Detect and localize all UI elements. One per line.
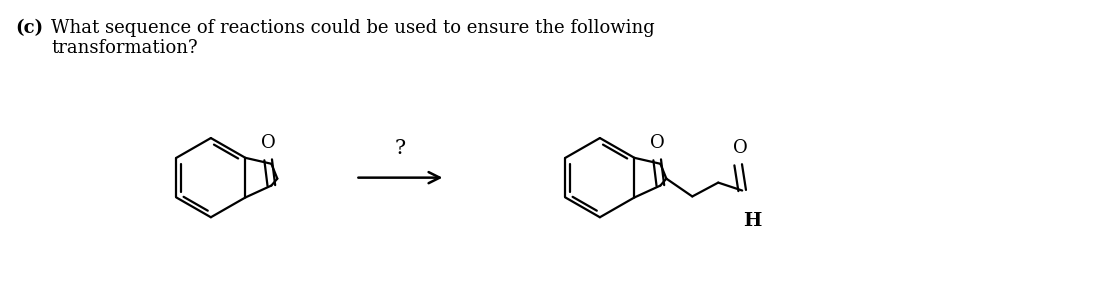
Text: transformation?: transformation? bbox=[51, 39, 198, 57]
Text: ?: ? bbox=[394, 139, 405, 158]
Text: O: O bbox=[261, 134, 275, 152]
Text: O: O bbox=[733, 139, 747, 157]
Text: (c): (c) bbox=[16, 19, 43, 37]
Text: H: H bbox=[743, 212, 761, 230]
Text: O: O bbox=[649, 134, 665, 152]
Text: What sequence of reactions could be used to ensure the following: What sequence of reactions could be used… bbox=[51, 19, 655, 37]
